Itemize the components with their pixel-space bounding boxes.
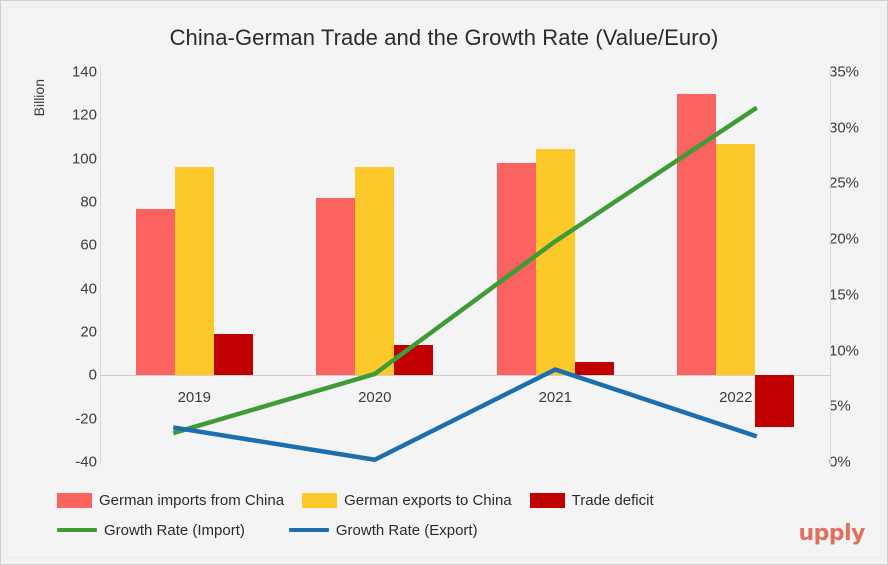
left-tick-label: -20 xyxy=(75,410,97,428)
left-tick-label: 140 xyxy=(71,63,97,81)
x-category-label: 2020 xyxy=(358,389,392,407)
bar-trade-deficit xyxy=(213,334,253,376)
legend-row-lines: Growth Rate (Import) Growth Rate (Export) xyxy=(57,515,817,545)
bar-german-exports-to-china xyxy=(716,143,756,376)
bar-german-exports-to-china xyxy=(174,167,214,376)
right-tick-label: 15% xyxy=(829,286,860,304)
right-axis-line xyxy=(830,65,831,465)
left-axis-ticks: 140 120 100 80 60 40 20 0 -20 -40 xyxy=(41,1,97,564)
left-tick-label: 100 xyxy=(71,150,97,168)
right-tick-label: 10% xyxy=(829,342,860,360)
left-tick-label: -40 xyxy=(75,453,97,471)
bar-trade-deficit xyxy=(394,345,434,376)
legend-import-bar[interactable]: German imports from China xyxy=(57,492,284,509)
bar-trade-deficit xyxy=(574,362,614,376)
right-tick-label: 25% xyxy=(829,174,860,192)
x-category-label: 2021 xyxy=(538,389,572,407)
left-axis-line xyxy=(100,65,101,465)
legend-export-bar[interactable]: German exports to China xyxy=(302,492,512,509)
line-growth-rate-export xyxy=(172,367,758,463)
right-tick-label: 5% xyxy=(829,397,851,415)
legend-row-bars: German imports from China German exports … xyxy=(57,485,817,515)
right-tick-label: 0% xyxy=(829,453,851,471)
left-tick-label: 80 xyxy=(80,193,97,211)
left-tick-label: 40 xyxy=(80,280,97,298)
line-growth-rate-import xyxy=(172,105,758,436)
legend-growth-import-line[interactable]: Growth Rate (Import) xyxy=(57,522,245,539)
right-tick-label: 35% xyxy=(829,63,860,81)
left-tick-label: 0 xyxy=(88,366,97,384)
legend-swatch-icon xyxy=(57,492,92,508)
legend-line-icon xyxy=(57,528,97,532)
bar-german-exports-to-china xyxy=(355,167,395,376)
x-category-label: 2019 xyxy=(177,389,211,407)
left-tick-label: 120 xyxy=(71,106,97,124)
legend-swatch-icon xyxy=(529,492,565,508)
chart-title: China-German Trade and the Growth Rate (… xyxy=(169,25,719,50)
legend-line-icon xyxy=(288,528,329,532)
right-axis-ticks: 35% 30% 25% 20% 15% 10% 5% 0% xyxy=(829,1,885,564)
zero-baseline xyxy=(100,375,830,377)
bar-trade-deficit xyxy=(755,375,795,428)
upply-logo: upply xyxy=(798,521,865,546)
left-tick-label: 60 xyxy=(80,236,97,254)
legend-item-label: Growth Rate (Import) xyxy=(104,521,245,539)
legend-item-label: German exports to China xyxy=(344,491,512,509)
left-tick-label: 20 xyxy=(80,323,97,341)
legend-item-label: Trade deficit xyxy=(571,491,654,509)
legend-item-label: Growth Rate (Export) xyxy=(335,521,478,539)
legend-deficit-bar[interactable]: Trade deficit xyxy=(529,491,654,509)
bar-german-exports-to-china xyxy=(535,148,575,376)
chart-legend: German imports from China German exports … xyxy=(57,485,817,545)
legend-swatch-icon xyxy=(302,492,338,508)
bar-german-imports-from-china xyxy=(316,197,356,376)
legend-growth-export-line[interactable]: Growth Rate (Export) xyxy=(288,521,478,539)
legend-item-label: German imports from China xyxy=(99,491,285,509)
right-tick-label: 20% xyxy=(829,230,860,248)
bar-german-imports-from-china xyxy=(135,208,175,376)
x-category-label: 2022 xyxy=(719,389,753,407)
right-tick-label: 30% xyxy=(829,119,860,137)
